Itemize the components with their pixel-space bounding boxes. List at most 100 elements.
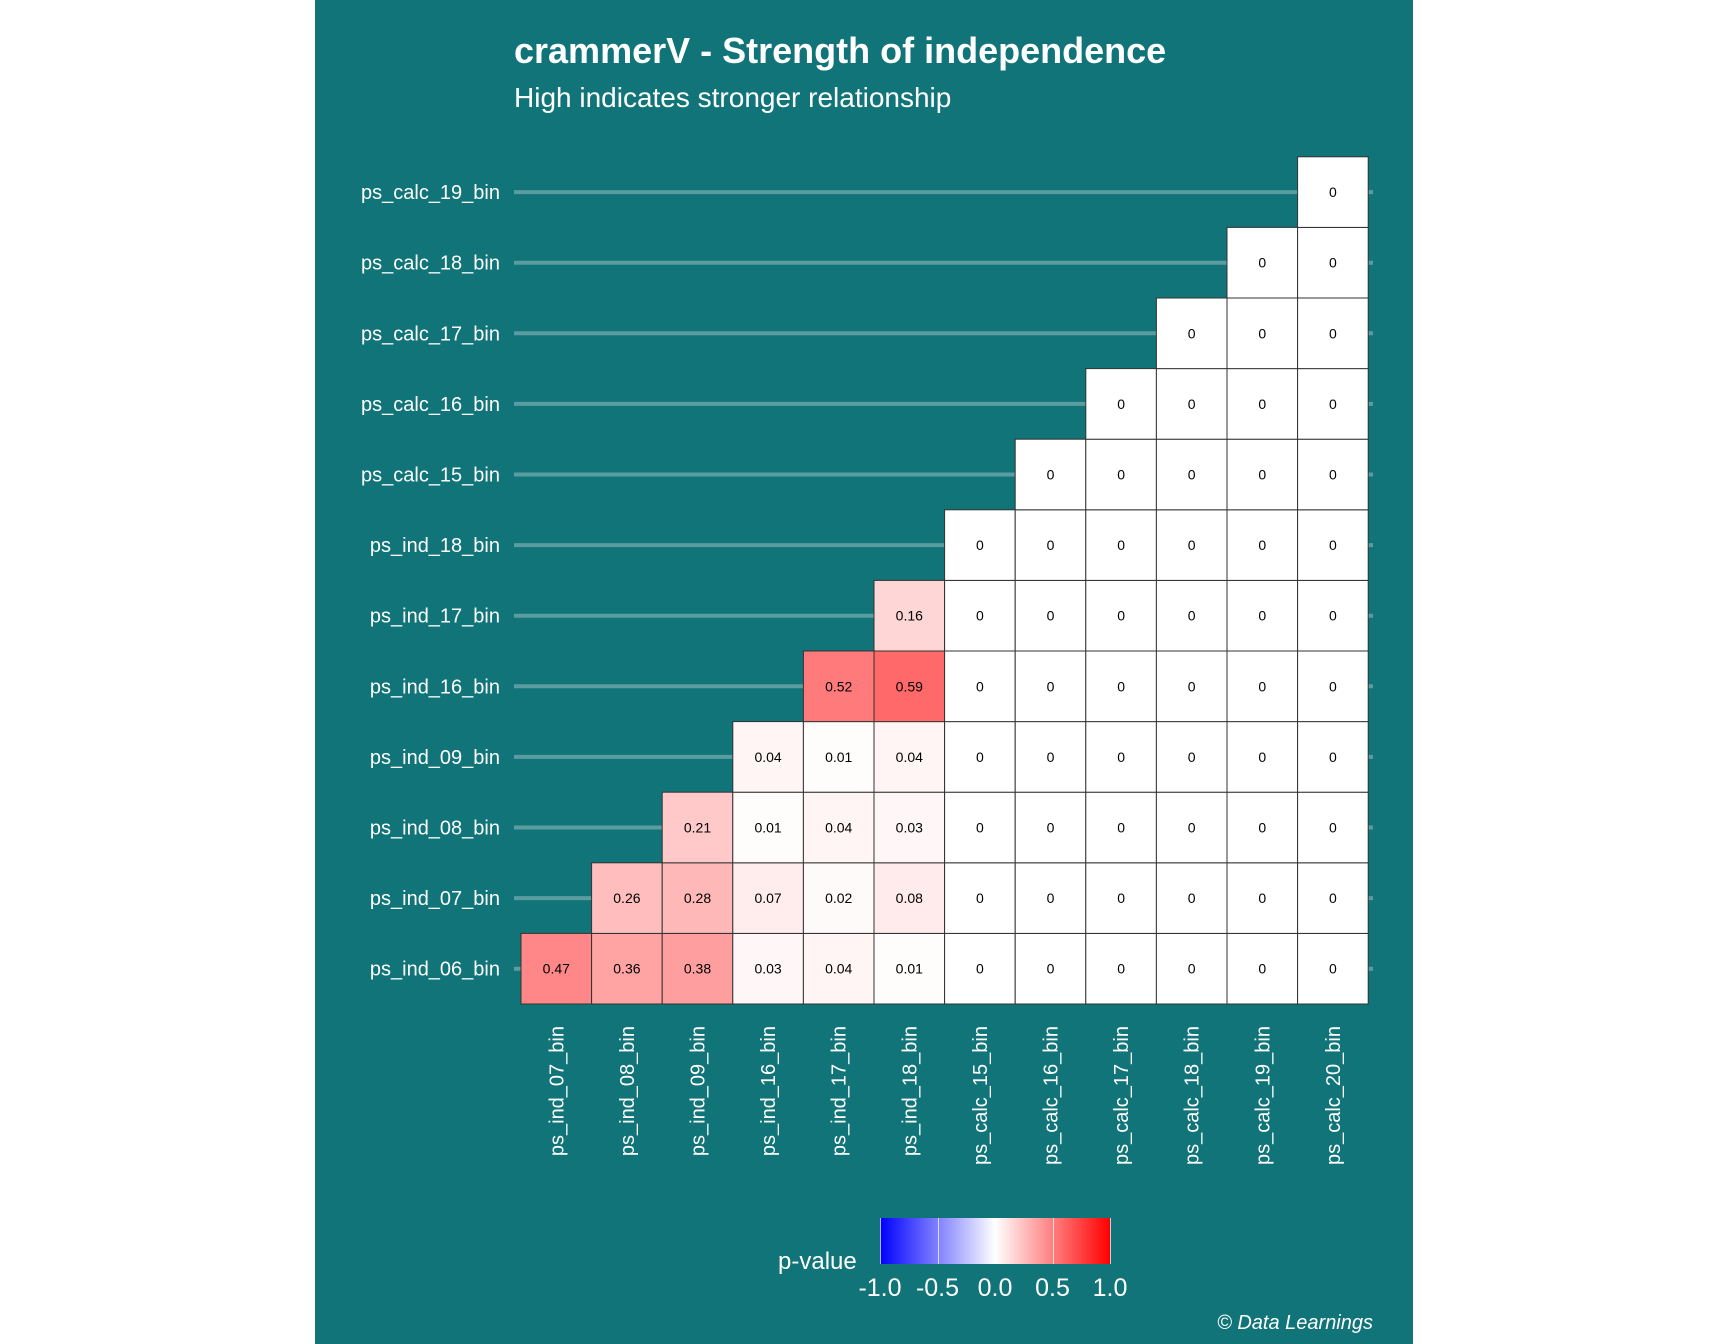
heatmap-cell [1014,438,1087,511]
heatmap-cell [1085,509,1157,581]
cell-value-label: 0.28 [684,890,711,906]
cell-value-label: 0 [976,749,984,765]
heatmap-cell [1297,862,1369,934]
heatmap-cell [873,862,946,934]
cell-value-label: 0 [1188,325,1196,341]
cell-value-label: 0 [1188,820,1196,836]
cell-value-label: 0 [1258,537,1266,553]
heatmap-cell [1297,579,1369,652]
cell-value-label: 0.47 [543,961,570,977]
cell-value-label: 0 [1329,961,1337,977]
cell-value-label: 0 [1188,961,1196,977]
heatmap-cell [1155,579,1228,652]
heatmap-cell [1085,862,1157,934]
heatmap-cell [944,791,1016,864]
y-tick-label: ps_calc_16_bin [361,394,500,416]
y-tick-label: ps_ind_18_bin [370,535,500,557]
heatmap-cell [802,791,875,864]
heatmap-cell [1297,791,1369,864]
heatmap-cell [1226,862,1299,934]
heatmap-cell [1085,438,1157,511]
cell-value-label: 0.04 [896,749,923,765]
cell-value-label: 0 [1329,467,1337,483]
heatmap-cell [1226,368,1299,440]
legend-tick-mark [937,1218,939,1264]
heatmap-cell [1085,721,1157,793]
heatmap-cell [802,932,875,1005]
cell-value-label: 0 [976,678,984,694]
cell-value-label: 0.01 [896,961,923,977]
cell-value-label: 0 [1329,890,1337,906]
heatmap-cell [1155,509,1228,581]
heatmap-cell [1155,438,1228,511]
cell-value-label: 0.04 [825,820,852,836]
cell-value-label: 0.03 [754,961,781,977]
cell-value-label: 0 [976,961,984,977]
cell-value-label: 0.16 [896,608,923,624]
x-tick-label: ps_ind_16_bin [758,1026,780,1156]
heatmap-cell [1155,368,1228,440]
heatmap-cell [732,791,804,864]
legend-title: p-value [778,1248,857,1275]
cell-value-label: 0 [1258,820,1266,836]
cell-value-label: 0 [1117,749,1125,765]
cell-value-label: 0 [1188,749,1196,765]
cell-value-label: 0.08 [896,890,923,906]
heatmap-cell [944,509,1016,581]
cell-value-label: 0 [1258,325,1266,341]
heatmap-cell [1297,368,1369,440]
cell-value-label: 0 [1117,396,1125,412]
x-tick-label: ps_ind_18_bin [899,1026,921,1156]
heatmap-cell [1085,791,1157,864]
legend-tick-label: 1.0 [1092,1274,1128,1302]
cell-value-label: 0.03 [896,820,923,836]
heatmap-cell [873,791,946,864]
x-tick-label: ps_ind_17_bin [829,1026,851,1156]
cell-value-label: 0 [1047,749,1055,765]
legend-tick-label: -1.0 [858,1274,902,1302]
y-tick-label: ps_ind_16_bin [370,676,500,698]
cell-value-label: 0 [1329,184,1337,200]
cell-value-label: 0.01 [754,820,781,836]
heatmap-cell [873,932,946,1005]
cell-value-label: 0 [1188,608,1196,624]
heatmap-cell [1014,721,1087,793]
y-tick-label: ps_calc_18_bin [361,253,500,275]
heatmap-cell [944,721,1016,793]
cell-value-label: 0.36 [613,961,640,977]
cell-value-label: 0 [1188,537,1196,553]
heatmap-cell [1085,932,1157,1005]
heatmap-cell [1297,509,1369,581]
cell-value-label: 0 [1188,467,1196,483]
cell-value-label: 0 [1047,820,1055,836]
cell-value-label: 0.07 [754,890,781,906]
heatmap-cell [732,721,804,793]
heatmap-cell [1297,156,1369,228]
cell-value-label: 0 [1329,325,1337,341]
cell-value-label: 0 [976,608,984,624]
cell-value-label: 0 [976,890,984,906]
heatmap-cell [1085,579,1157,652]
heatmap-cell [1014,932,1087,1005]
legend-tick-label: 0.0 [977,1274,1013,1302]
cell-value-label: 0.52 [825,678,852,694]
x-tick-label: ps_calc_15_bin [970,1026,992,1165]
cell-value-label: 0 [1258,890,1266,906]
legend-tick-mark [1110,1218,1111,1264]
x-tick-label: ps_calc_20_bin [1323,1026,1345,1165]
legend-tick-label: -0.5 [915,1274,960,1302]
cell-value-label: 0 [1117,820,1125,836]
heatmap-cell [661,791,734,864]
cell-value-label: 0.01 [825,749,852,765]
heatmap-cell [1155,862,1228,934]
x-tick-label: ps_calc_18_bin [1182,1026,1204,1165]
heatmap-cell [1226,297,1299,370]
chart-caption: © Data Learnings [1217,1312,1373,1334]
y-tick-label: ps_ind_09_bin [370,747,500,769]
legend-tick-mark [1052,1218,1054,1264]
heatmap-cell [1226,226,1299,299]
heatmap-cell [802,650,875,723]
y-tick-label: ps_ind_07_bin [370,888,500,910]
chart-title: crammerV - Strength of independence [514,30,1167,71]
